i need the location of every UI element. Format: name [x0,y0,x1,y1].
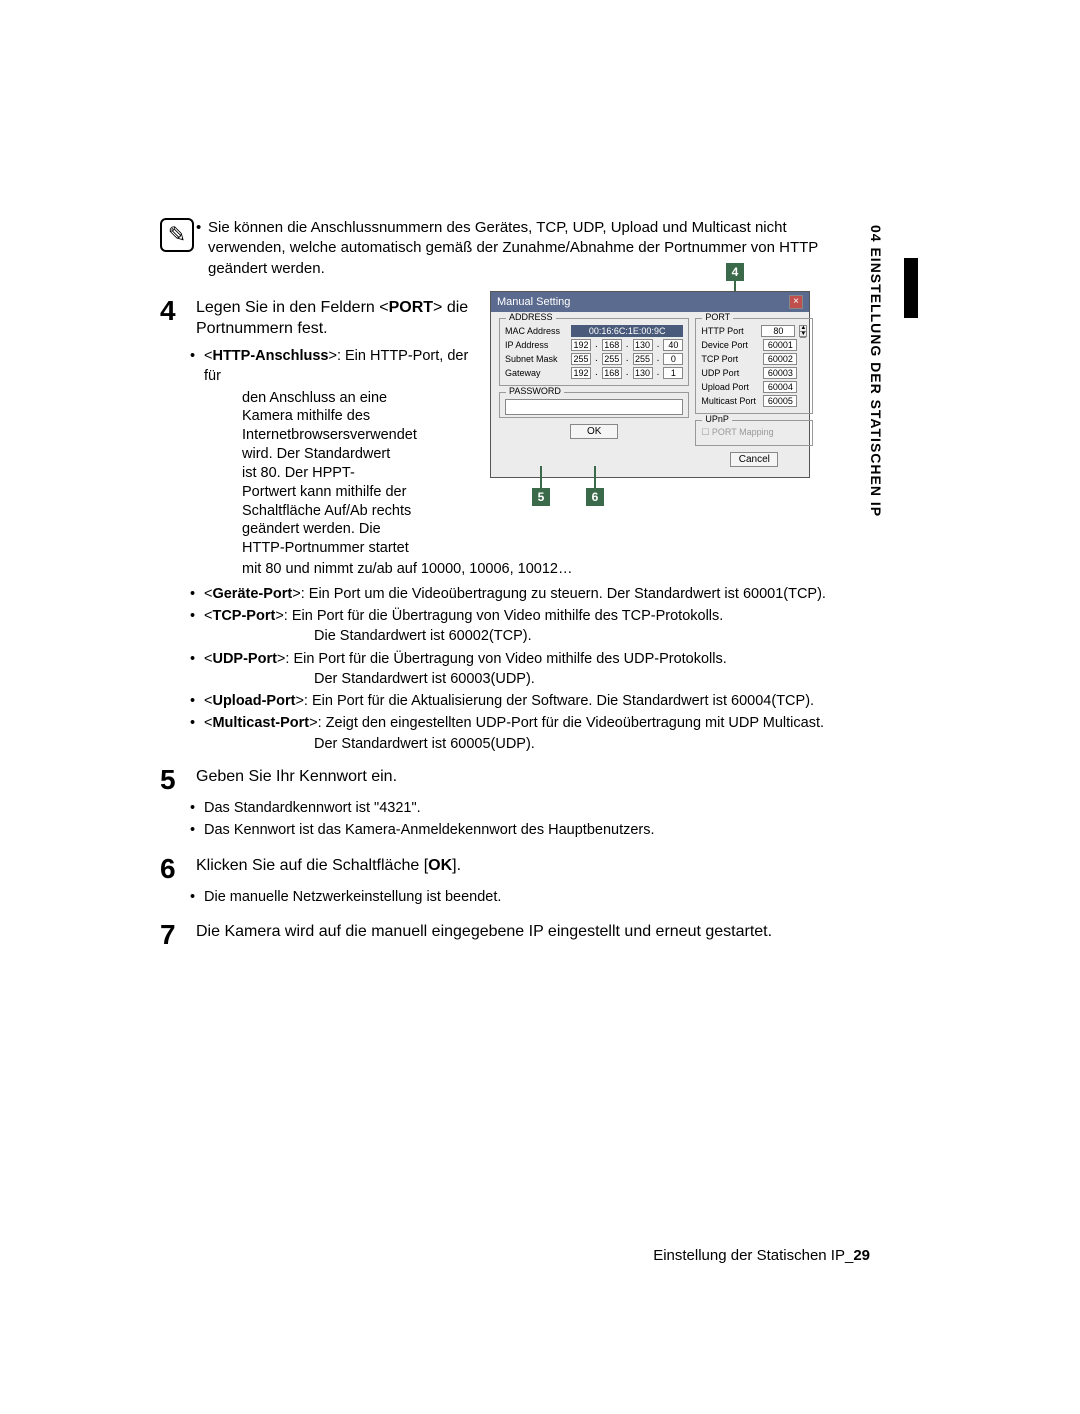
upnp-legend: UPnP [702,414,732,424]
tcp-port-item: <TCP-Port>: Ein Port für die Übertragung… [204,606,860,647]
cancel-button[interactable]: Cancel [730,452,778,467]
tcp-port-input[interactable] [763,353,797,365]
http-desc-wrapped: den Anschluss an eineKamera mithilfe des… [242,389,470,559]
close-icon[interactable]: × [789,295,803,309]
mask-4[interactable] [663,353,683,365]
upnp-checkbox[interactable]: ☐ PORT Mapping [701,427,807,438]
password-input[interactable] [505,399,683,415]
note-icon: ✎ [160,218,194,252]
mask-2[interactable] [602,353,622,365]
http-port-item: <HTTP-Anschluss>: Ein HTTP-Port, der für [204,346,470,387]
gw-4[interactable] [663,367,683,379]
upload-port-item: <Upload-Port>: Ein Port für die Aktualis… [204,691,860,711]
step7-num: 7 [160,921,186,949]
device-port-input[interactable] [763,339,797,351]
mask-1[interactable] [571,353,591,365]
http-port-spinner[interactable]: ▲▼ [799,325,807,337]
gw-2[interactable] [602,367,622,379]
step5-bullet-2: Das Kennwort ist das Kamera-Anmeldekennw… [204,820,860,840]
mask-3[interactable] [633,353,653,365]
callout-6: 6 [586,488,604,506]
black-bar [904,258,918,318]
multicast-port-item: <Multicast-Port>: Zeigt den eingestellte… [204,713,860,754]
side-tab: 04 EINSTELLUNG DER STATISCHEN IP [868,225,884,517]
step4-num: 4 [160,297,186,325]
ip-1[interactable] [571,339,591,351]
http-desc-tail: mit 80 und nimmt zu/ab auf 10000, 10006,… [242,560,860,580]
step5-title: Geben Sie Ihr Kennwort ein. [196,766,860,788]
mac-address: 00:16:6C:1E:00:9C [571,325,683,337]
http-port-input[interactable] [761,325,795,337]
gw-1[interactable] [571,367,591,379]
upload-port-input[interactable] [763,381,797,393]
step7-title: Die Kamera wird auf die manuell eingegeb… [196,921,860,943]
multicast-port-input[interactable] [763,395,797,407]
device-port-item: <Geräte-Port>: Ein Port um die Videoüber… [204,584,860,604]
step5-bullet-1: Das Standardkennwort ist "4321". [204,798,860,818]
manual-setting-dialog: Manual Setting × ADDRESS MAC Address00:1… [490,291,810,478]
ok-button[interactable]: OK [570,424,618,439]
step5-num: 5 [160,766,186,794]
page-footer: Einstellung der Statischen IP_29 [653,1247,870,1264]
password-legend: PASSWORD [506,386,564,396]
step6-bullet-1: Die manuelle Netzwerkeinstellung ist bee… [204,887,860,907]
callout-4: 4 [726,263,744,281]
step6-num: 6 [160,855,186,883]
ip-3[interactable] [633,339,653,351]
step4-title: Legen Sie in den Feldern <PORT> die Port… [196,297,470,340]
dialog-title: Manual Setting [497,296,570,308]
step6-title: Klicken Sie auf die Schaltfläche [OK]. [196,855,860,877]
port-legend: PORT [702,312,733,322]
ip-2[interactable] [602,339,622,351]
ip-4[interactable] [663,339,683,351]
udp-port-input[interactable] [763,367,797,379]
udp-port-item: <UDP-Port>: Ein Port für die Übertragung… [204,649,860,690]
gw-3[interactable] [633,367,653,379]
address-legend: ADDRESS [506,312,556,322]
callout-5: 5 [532,488,550,506]
